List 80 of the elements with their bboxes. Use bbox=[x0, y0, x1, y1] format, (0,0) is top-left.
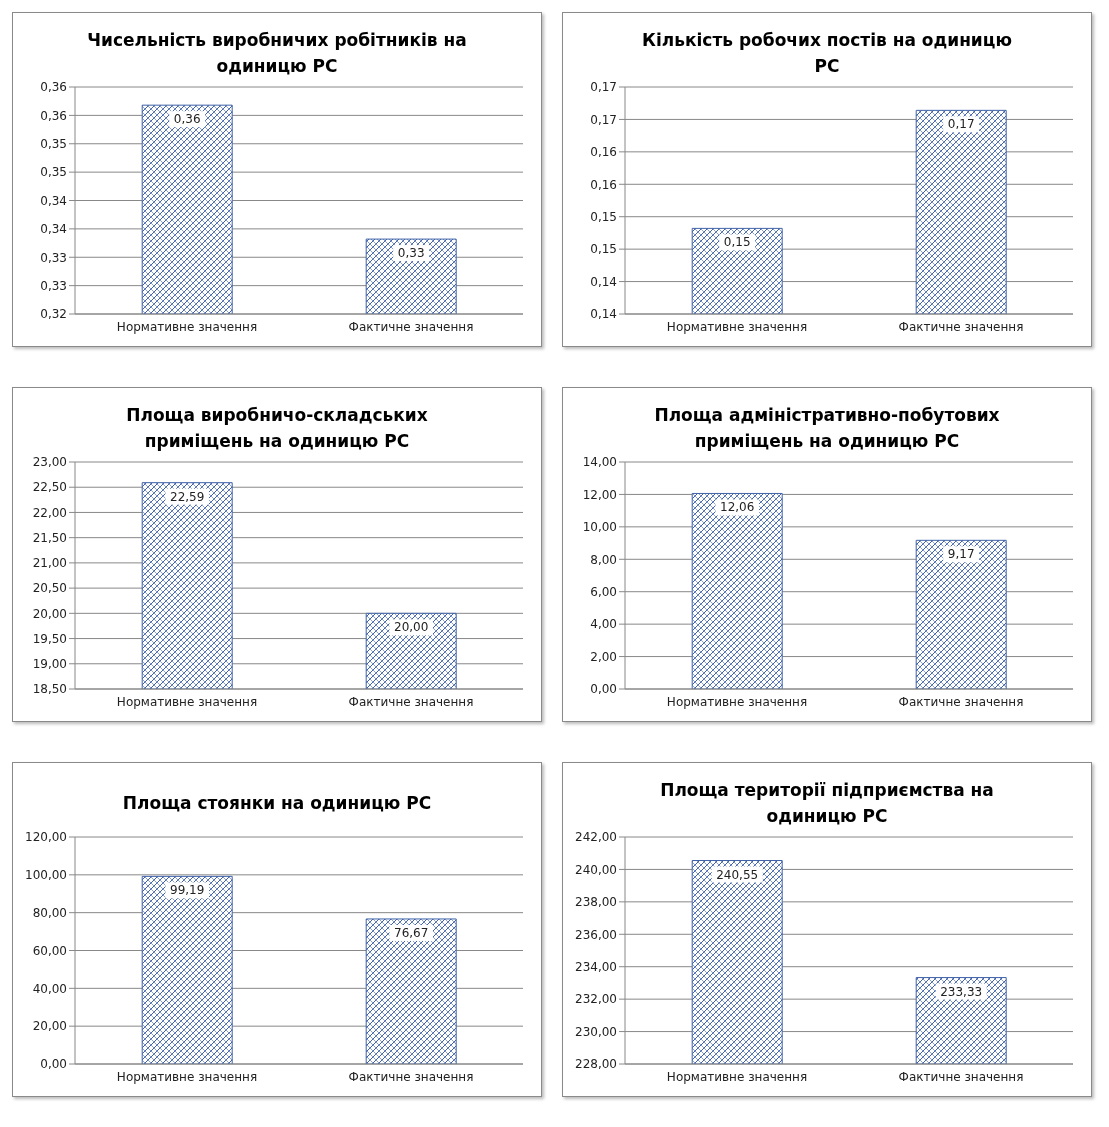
x-tick-label: Нормативне значення bbox=[666, 319, 808, 334]
y-tick-label: 0,33 bbox=[40, 250, 67, 265]
y-tick-label: 22,50 bbox=[32, 480, 67, 495]
y-tick-label: 100,00 bbox=[25, 868, 67, 883]
y-tick-label: 0,32 bbox=[40, 307, 67, 322]
y-tick-label: 238,00 bbox=[575, 895, 617, 910]
y-tick-label: 242,00 bbox=[575, 830, 617, 845]
y-tick-label: 236,00 bbox=[575, 927, 617, 942]
y-tick-label: 10,00 bbox=[582, 520, 617, 535]
y-tick-label: 0,17 bbox=[590, 112, 617, 127]
x-tick-label: Нормативне значення bbox=[116, 1069, 258, 1084]
data-label: 12,06 bbox=[720, 500, 755, 515]
y-tick-label: 0,00 bbox=[40, 1057, 67, 1072]
data-label: 0,36 bbox=[173, 112, 201, 127]
y-tick-label: 14,00 bbox=[582, 455, 617, 470]
data-label: 9,17 bbox=[947, 547, 975, 562]
x-tick-label: Нормативне значення bbox=[666, 694, 808, 709]
y-tick-label: 0,15 bbox=[590, 209, 617, 224]
x-tick-label: Фактичне значення bbox=[898, 694, 1024, 709]
y-tick-label: 0,36 bbox=[40, 108, 67, 123]
y-tick-label: 0,14 bbox=[590, 307, 617, 322]
chart-title: Площа адміністративно-побутових приміщень на одиницю РС bbox=[653, 404, 1001, 453]
chart-title: Площа території підприємства на одиницю РС bbox=[659, 779, 995, 828]
y-tick-label: 0,16 bbox=[590, 145, 617, 160]
y-tick-label: 0,36 bbox=[40, 80, 67, 95]
y-tick-label: 228,00 bbox=[575, 1057, 617, 1072]
y-tick-label: 230,00 bbox=[575, 1024, 617, 1039]
chart-title: Площа виробничо-складських приміщень на одиницю РС bbox=[125, 404, 429, 453]
y-tick-label: 19,00 bbox=[32, 657, 67, 672]
chart-title: Чисельність виробничих робітників на одиницю РС bbox=[86, 29, 468, 78]
y-tick-label: 40,00 bbox=[32, 981, 67, 996]
data-label: 0,15 bbox=[723, 235, 751, 250]
y-tick-label: 22,00 bbox=[32, 505, 67, 520]
data-label: 0,17 bbox=[947, 117, 975, 132]
data-label: 22,59 bbox=[170, 489, 205, 504]
y-tick-label: 0,34 bbox=[40, 222, 67, 237]
x-tick-label: Фактичне значення bbox=[898, 319, 1024, 334]
data-label: 0,33 bbox=[397, 246, 425, 261]
x-tick-label: Фактичне значення bbox=[348, 319, 474, 334]
data-label: 99,19 bbox=[170, 883, 205, 898]
y-tick-label: 19,50 bbox=[32, 631, 67, 646]
y-tick-label: 0,17 bbox=[590, 80, 617, 95]
data-label: 233,33 bbox=[940, 984, 983, 999]
chart-title: Площа стоянки на одиницю РС bbox=[121, 792, 433, 815]
y-tick-label: 21,50 bbox=[32, 530, 67, 545]
y-tick-label: 12,00 bbox=[582, 487, 617, 502]
y-tick-label: 0,14 bbox=[590, 274, 617, 289]
y-tick-label: 0,35 bbox=[40, 137, 67, 152]
y-tick-label: 23,00 bbox=[32, 455, 67, 470]
x-tick-label: Фактичне значення bbox=[348, 1069, 474, 1084]
data-label: 20,00 bbox=[394, 620, 429, 635]
y-tick-label: 0,34 bbox=[40, 193, 67, 208]
x-tick-label: Фактичне значення bbox=[898, 1069, 1024, 1084]
x-tick-label: Фактичне значення bbox=[348, 694, 474, 709]
y-tick-label: 4,00 bbox=[590, 617, 617, 632]
y-tick-label: 21,00 bbox=[32, 556, 67, 571]
data-label: 76,67 bbox=[394, 925, 429, 940]
y-tick-label: 0,16 bbox=[590, 177, 617, 192]
y-tick-label: 60,00 bbox=[32, 943, 67, 958]
x-tick-label: Нормативне значення bbox=[666, 1069, 808, 1084]
y-tick-label: 18,50 bbox=[32, 682, 67, 697]
y-tick-label: 234,00 bbox=[575, 959, 617, 974]
y-tick-label: 120,00 bbox=[25, 830, 67, 845]
y-tick-label: 232,00 bbox=[575, 992, 617, 1007]
x-tick-label: Нормативне значення bbox=[116, 319, 258, 334]
data-label: 240,55 bbox=[716, 867, 759, 882]
y-tick-label: 80,00 bbox=[32, 905, 67, 920]
y-tick-label: 240,00 bbox=[575, 862, 617, 877]
y-tick-label: 20,00 bbox=[32, 606, 67, 621]
y-tick-label: 20,50 bbox=[32, 581, 67, 596]
y-tick-label: 6,00 bbox=[590, 584, 617, 599]
y-tick-label: 0,00 bbox=[590, 682, 617, 697]
y-tick-label: 0,35 bbox=[40, 165, 67, 180]
chart-title: Кількість робочих постів на одиницю РС bbox=[641, 29, 1013, 78]
y-tick-label: 20,00 bbox=[32, 1019, 67, 1034]
y-tick-label: 8,00 bbox=[590, 552, 617, 567]
y-tick-label: 2,00 bbox=[590, 649, 617, 664]
y-tick-label: 0,15 bbox=[590, 242, 617, 257]
y-tick-label: 0,33 bbox=[40, 278, 67, 293]
x-tick-label: Нормативне значення bbox=[116, 694, 258, 709]
